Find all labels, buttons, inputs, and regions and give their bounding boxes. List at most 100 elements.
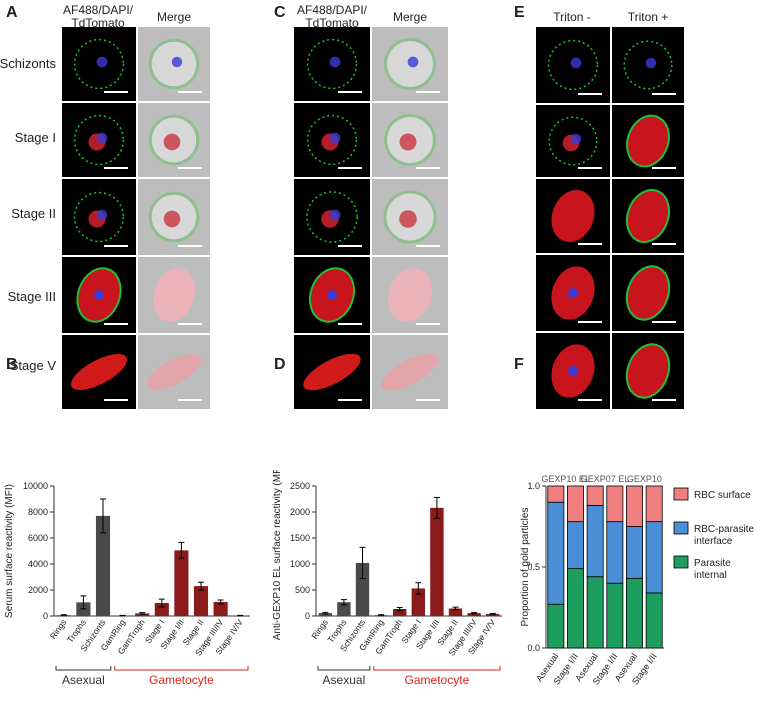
chart-panel-d: 0 500 1000 1500 2000 2500 Anti-GEXP10 EL surfa… [272, 470, 502, 687]
micrograph-e-triton-plus-4 [612, 333, 684, 409]
group-label: GEXP07 EL [581, 474, 630, 484]
error-bar [217, 599, 224, 605]
error-bar [158, 598, 165, 608]
bar [355, 562, 370, 616]
error-bar [237, 614, 244, 617]
panel-label-d: D [274, 356, 286, 373]
error-bar [340, 599, 347, 606]
stacked-bar-segment [626, 577, 643, 649]
row-label-stage-v: Stage V [9, 358, 56, 373]
bar [486, 613, 500, 616]
legend-label: interface [694, 536, 733, 547]
bar [337, 602, 351, 616]
legend-label: RBC-parasite [694, 524, 754, 535]
y-tick-label: 8000 [28, 507, 48, 517]
panel-label-c: C [274, 4, 286, 21]
group-bracket [114, 666, 249, 671]
y-axis-label: Proportion of gold particles [520, 508, 531, 627]
micrograph-c-merge-4 [372, 335, 448, 409]
micrograph-c-fluor-2 [294, 179, 370, 255]
micrograph-c-fluor-1 [294, 103, 370, 177]
stacked-bar-segment [567, 485, 584, 523]
error-bar [119, 614, 126, 617]
error-bar [452, 606, 459, 611]
y-axis-label: Anti-GEXP10 EL surface reactivity (MFI) [272, 470, 283, 640]
group-label: Asexual [323, 673, 366, 687]
panel-label-b: B [6, 356, 18, 373]
micrograph-a-merge-0 [138, 27, 210, 101]
y-tick-label: 2500 [290, 481, 310, 491]
micrograph-e-triton-minus-1 [536, 105, 610, 177]
group-label: GEXP10 EL [541, 474, 590, 484]
stacked-bar-segment [586, 485, 604, 506]
y-tick-label: 6000 [28, 533, 48, 543]
legend-swatch [673, 487, 689, 501]
stacked-bar-segment [645, 521, 663, 594]
y-tick-label: 2000 [290, 507, 310, 517]
error-bar [322, 611, 329, 615]
group-label: Gametocyte [149, 673, 214, 687]
row-label-stage-iii: Stage III [7, 289, 56, 304]
bar [154, 603, 169, 616]
legend-swatch [673, 521, 689, 535]
group-label: GEXP10 [627, 474, 662, 484]
error-bar [378, 614, 385, 617]
bar [393, 608, 407, 616]
panel-label-a: A [6, 4, 18, 21]
y-tick-label: 1500 [290, 533, 310, 543]
y-axis-label: Serum surface reactivity (MFI) [4, 484, 15, 618]
micrograph-c-fluor-4 [294, 335, 370, 409]
micrograph-a-merge-4 [138, 335, 210, 409]
micrograph-e-triton-minus-2 [536, 179, 610, 253]
bar [174, 550, 189, 616]
panel-a-col-header-fluor: AF488/DAPI/ TdTomato [62, 3, 134, 30]
group-bracket [317, 666, 371, 671]
micrograph-e-triton-minus-0 [536, 27, 610, 103]
micrograph-a-fluor-0 [62, 27, 136, 101]
y-tick-label: 0 [305, 611, 310, 621]
legend-label: RBC surface [694, 490, 751, 501]
micrograph-c-merge-2 [372, 179, 448, 255]
error-bar [489, 612, 496, 615]
y-tick-label: 2000 [28, 585, 48, 595]
legend-label: internal [694, 570, 727, 581]
micrograph-a-fluor-3 [62, 257, 136, 333]
error-bar [433, 496, 440, 519]
legend-label: Parasite [694, 558, 731, 569]
group-label: Asexual [62, 673, 105, 687]
micrograph-e-triton-minus-3 [536, 255, 610, 331]
panel-c-col-header-fluor: AF488/DAPI/ TdTomato [296, 3, 368, 30]
chart-panel-b: 0 2000 4000 6000 8000 10000 Serum surface reac… [4, 481, 250, 687]
stacked-bar-segment [626, 526, 643, 579]
stacked-bar-segment [547, 485, 565, 503]
error-bar [80, 595, 87, 610]
y-tick-label: 500 [295, 585, 310, 595]
panel-c-col-header-merge: Merge [392, 10, 427, 24]
error-bar [60, 614, 67, 617]
stacked-bar-segment [645, 592, 663, 649]
micrograph-c-merge-3 [372, 257, 448, 333]
micrograph-a-merge-2 [138, 179, 210, 255]
group-label: Gametocyte [405, 673, 470, 687]
y-tick-label: 0.5 [527, 562, 540, 572]
micrograph-c-fluor-3 [294, 257, 370, 333]
bar [430, 507, 444, 616]
stacked-bar-segment [586, 576, 604, 649]
bar [135, 613, 150, 616]
micrograph-a-merge-1 [138, 103, 210, 177]
y-tick-label: 1000 [290, 559, 310, 569]
micrograph-c-merge-0 [372, 27, 448, 101]
micrograph-e-triton-plus-1 [612, 105, 684, 177]
bar [448, 608, 463, 616]
micrograph-e-triton-minus-4 [536, 333, 610, 409]
stacked-bar-segment [626, 485, 643, 527]
row-label-stage-i: Stage I [14, 130, 56, 145]
micrograph-a-fluor-1 [62, 103, 136, 177]
error-bar [415, 582, 422, 595]
y-tick-label: 10000 [23, 481, 48, 491]
group-bracket [373, 666, 501, 671]
micrograph-e-triton-plus-0 [612, 27, 684, 103]
panel-a-col-header-merge: Merge [156, 10, 191, 24]
panel-label-e: E [514, 4, 525, 21]
